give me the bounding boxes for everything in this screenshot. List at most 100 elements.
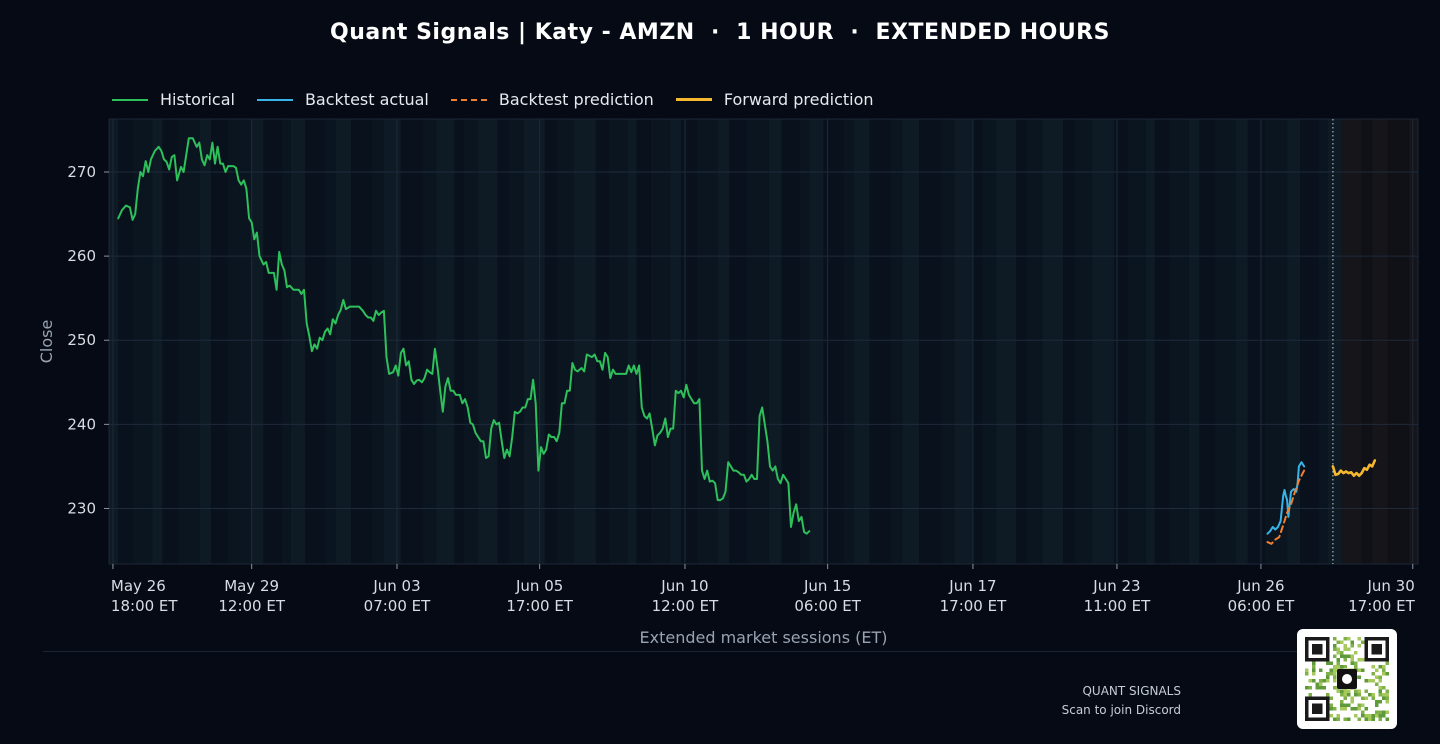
qr-module — [1382, 693, 1386, 697]
session-band — [1287, 119, 1301, 564]
qr-module — [1371, 717, 1375, 721]
x-tick-label: Jun 26 — [1236, 577, 1284, 595]
x-axis-label: Extended market sessions (ET) — [640, 628, 888, 647]
discord-icon — [1342, 674, 1352, 684]
qr-module — [1319, 682, 1323, 686]
qr-module — [1354, 714, 1358, 718]
session-band — [1318, 119, 1328, 564]
session-band — [919, 119, 942, 564]
session-band — [497, 119, 509, 564]
session-band — [162, 119, 179, 564]
qr-finder — [1312, 703, 1323, 714]
qr-module — [1312, 672, 1316, 676]
y-tick-label: 270 — [67, 163, 96, 181]
qr-module — [1329, 672, 1333, 676]
qr-module — [1385, 672, 1389, 676]
session-band — [1127, 119, 1146, 564]
qr-module — [1385, 717, 1389, 721]
qr-module — [1340, 693, 1344, 697]
qr-module — [1375, 714, 1379, 718]
qr-module — [1347, 703, 1351, 707]
qr-module — [1333, 686, 1337, 690]
qr-module — [1364, 696, 1368, 700]
qr-module — [1329, 703, 1333, 707]
qr-module — [1368, 717, 1372, 721]
x-tick-label: 18:00 ET — [111, 597, 178, 615]
qr-module — [1312, 665, 1316, 669]
x-tick-label: Jun 30 — [1366, 577, 1414, 595]
qr-module — [1343, 647, 1347, 651]
qr-module — [1350, 644, 1354, 648]
session-band — [609, 119, 628, 564]
qr-module — [1312, 661, 1316, 665]
qr-module — [1364, 717, 1368, 721]
session-band — [1327, 119, 1343, 564]
qr-module — [1378, 679, 1382, 683]
qr-module — [1312, 679, 1316, 683]
qr-module — [1340, 665, 1344, 669]
session-band — [290, 119, 306, 564]
brand-name: QUANT SIGNALS — [1082, 684, 1181, 698]
qr-module — [1308, 693, 1312, 697]
session-band — [1075, 119, 1093, 564]
qr-module — [1354, 693, 1358, 697]
qr-module — [1357, 668, 1361, 672]
session-band — [556, 119, 574, 564]
discord-qr-code[interactable] — [1297, 629, 1397, 729]
session-band — [1236, 119, 1248, 564]
session-band — [1264, 119, 1288, 564]
session-band — [1408, 119, 1418, 564]
y-axis: 230 240 250 260 270 — [67, 163, 109, 517]
session-band — [996, 119, 1017, 564]
qr-module — [1319, 686, 1323, 690]
session-band — [463, 119, 479, 564]
legend-label-forward-prediction: Forward prediction — [723, 90, 874, 109]
session-band — [627, 119, 637, 564]
legend: Historical Backtest actual Backtest pred… — [112, 90, 874, 109]
session-band — [696, 119, 718, 564]
chart-title: Quant Signals | Katy - AMZN · 1 HOUR · E… — [330, 20, 1110, 45]
qr-module — [1354, 665, 1358, 669]
qr-module — [1354, 651, 1358, 655]
qr-module — [1343, 703, 1347, 707]
legend-swatch-forward-prediction — [675, 98, 712, 101]
session-band — [118, 119, 133, 564]
qr-module — [1322, 686, 1326, 690]
qr-module — [1375, 700, 1379, 704]
qr-module — [1378, 686, 1382, 690]
qr-module — [1361, 703, 1365, 707]
session-band — [508, 119, 524, 564]
session-band — [436, 119, 455, 564]
qr-module — [1343, 665, 1347, 669]
legend-swatch-backtest-actual — [256, 98, 293, 101]
qr-module — [1371, 693, 1375, 697]
qr-module — [1305, 672, 1309, 676]
qr-module — [1385, 689, 1389, 693]
session-band — [853, 119, 870, 564]
qr-finder — [1371, 644, 1382, 655]
qr-module — [1343, 658, 1347, 662]
qr-module — [1354, 707, 1358, 711]
session-band — [132, 119, 153, 564]
qr-module — [1361, 714, 1365, 718]
qr-module — [1329, 714, 1333, 718]
legend-label-backtest-actual: Backtest actual — [304, 90, 429, 109]
x-tick-label: Jun 23 — [1092, 577, 1140, 595]
qr-module — [1326, 675, 1330, 679]
session-band — [263, 119, 282, 564]
session-band — [1026, 119, 1043, 564]
qr-module — [1315, 682, 1319, 686]
session-band — [982, 119, 997, 564]
qr-module — [1378, 693, 1382, 697]
qr-module — [1385, 700, 1389, 704]
qr-module — [1333, 707, 1337, 711]
qr-module — [1364, 679, 1368, 683]
session-band — [1092, 119, 1115, 564]
qr-module — [1382, 696, 1386, 700]
x-tick-label: 12:00 ET — [218, 597, 285, 615]
qr-module — [1343, 654, 1347, 658]
qr-module — [1326, 679, 1330, 683]
series-lines — [117, 137, 1377, 545]
session-band — [1042, 119, 1064, 564]
qr-module — [1308, 686, 1312, 690]
